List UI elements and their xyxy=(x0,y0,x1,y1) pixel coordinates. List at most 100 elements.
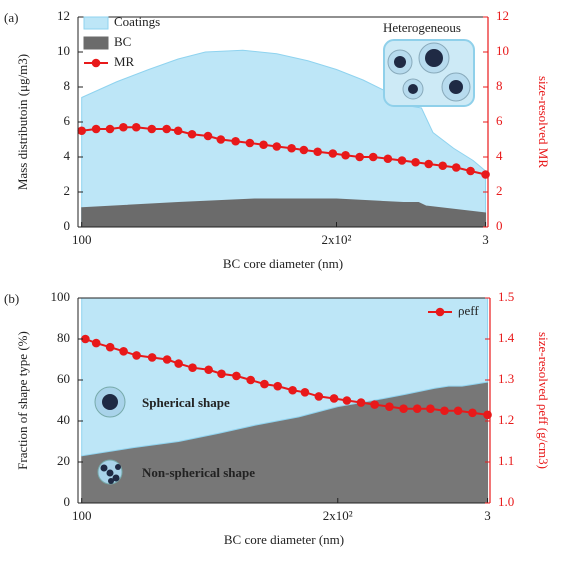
marker xyxy=(314,392,324,401)
marker xyxy=(162,355,172,364)
y2-tick-label: 1.0 xyxy=(498,494,514,509)
y-tick-label: 40 xyxy=(57,412,70,427)
marker xyxy=(119,122,128,132)
marker xyxy=(259,140,268,150)
y-tick-label: 2 xyxy=(64,183,71,198)
marker xyxy=(385,402,394,411)
x-axis-label: BC core diameter (nm) xyxy=(223,256,343,271)
marker xyxy=(468,408,477,418)
marker xyxy=(91,124,101,134)
marker xyxy=(216,135,226,144)
marker xyxy=(466,166,475,176)
legend-label: MR xyxy=(114,54,135,69)
marker xyxy=(231,136,240,146)
marker xyxy=(119,347,128,356)
marker xyxy=(329,394,339,403)
x-tick-label: 100 xyxy=(72,232,92,247)
marker xyxy=(412,404,422,414)
y-tick-label: 12 xyxy=(57,8,70,23)
y-tick-label: 8 xyxy=(64,78,71,93)
y-axis-label: Fraction of shape type (%) xyxy=(15,331,30,470)
y-tick-label: 0 xyxy=(64,494,71,509)
y2-tick-label: 0 xyxy=(496,218,503,233)
y2-tick-label: 1.2 xyxy=(498,412,514,427)
legend-swatch xyxy=(83,16,109,30)
heterogeneous-inset xyxy=(383,39,475,107)
marker xyxy=(355,152,364,162)
y-tick-label: 4 xyxy=(64,148,71,163)
marker xyxy=(203,131,213,141)
marker xyxy=(453,406,463,416)
x-tick-label: 2x10² xyxy=(322,232,352,247)
y2-axis-label: size-resolved MR xyxy=(536,76,551,168)
inset-label: Heterogeneous xyxy=(383,20,461,35)
legend-swatch xyxy=(83,36,109,50)
marker xyxy=(232,371,241,381)
marker xyxy=(188,363,197,373)
marker xyxy=(272,142,282,151)
y-tick-label: 80 xyxy=(57,330,70,345)
area-label: Spherical shape xyxy=(142,395,230,410)
y2-tick-label: 1.5 xyxy=(498,289,514,304)
x-tick-label: 3 xyxy=(482,232,489,247)
marker xyxy=(217,369,226,379)
marker xyxy=(81,334,90,344)
panel-label: (a) xyxy=(4,10,18,25)
y2-tick-label: 10 xyxy=(496,43,509,58)
marker xyxy=(397,156,407,165)
marker xyxy=(328,149,338,158)
marker xyxy=(147,124,157,134)
marker xyxy=(451,163,461,172)
panel: 100 2x10² 3 0 20 40 60 80 100 1.0 1.1 1.2 1.3 1.4 1.5 B… xyxy=(4,289,551,547)
panel-label: (b) xyxy=(4,291,19,306)
y-tick-label: 10 xyxy=(57,43,70,58)
marker xyxy=(246,375,255,385)
y2-tick-label: 1.1 xyxy=(498,453,514,468)
legend-marker xyxy=(435,307,445,317)
marker xyxy=(424,159,433,169)
marker xyxy=(174,359,183,368)
marker xyxy=(105,342,115,352)
marker xyxy=(411,157,420,167)
marker xyxy=(131,122,141,132)
legend-label: BC xyxy=(114,34,131,49)
non-spherical-icon xyxy=(97,459,123,485)
y-tick-label: 20 xyxy=(57,453,70,468)
marker xyxy=(426,404,435,414)
marker xyxy=(147,353,157,362)
marker xyxy=(105,124,115,134)
marker xyxy=(132,351,141,360)
marker xyxy=(77,126,86,136)
marker xyxy=(313,147,322,157)
y2-tick-label: 1.4 xyxy=(498,330,515,345)
marker xyxy=(173,126,183,136)
y2-tick-label: 8 xyxy=(496,78,503,93)
y2-tick-label: 1.3 xyxy=(498,371,514,386)
y-tick-label: 100 xyxy=(51,289,71,304)
y-tick-label: 60 xyxy=(57,371,70,386)
marker xyxy=(273,381,283,391)
legend-marker xyxy=(91,58,101,68)
marker xyxy=(300,388,310,397)
marker xyxy=(368,152,378,162)
marker xyxy=(260,379,269,389)
spherical-icon xyxy=(94,386,126,418)
y2-tick-label: 4 xyxy=(496,148,503,163)
y-tick-label: 0 xyxy=(64,218,71,233)
marker xyxy=(438,161,448,171)
marker xyxy=(440,406,449,416)
y2-tick-label: 12 xyxy=(496,8,509,23)
y-axis-label: Mass distributoin (μg/m3) xyxy=(15,54,30,190)
marker xyxy=(245,138,255,148)
marker xyxy=(187,129,197,139)
marker xyxy=(91,338,101,348)
y2-axis-label: size-resolved ρeff (g/cm3) xyxy=(536,332,551,469)
x-axis-label: BC core diameter (nm) xyxy=(224,532,344,547)
marker xyxy=(162,124,171,134)
marker xyxy=(342,396,352,405)
marker xyxy=(287,143,296,153)
legend-label: ρeff xyxy=(458,303,479,318)
marker xyxy=(399,404,408,414)
marker xyxy=(299,145,309,155)
